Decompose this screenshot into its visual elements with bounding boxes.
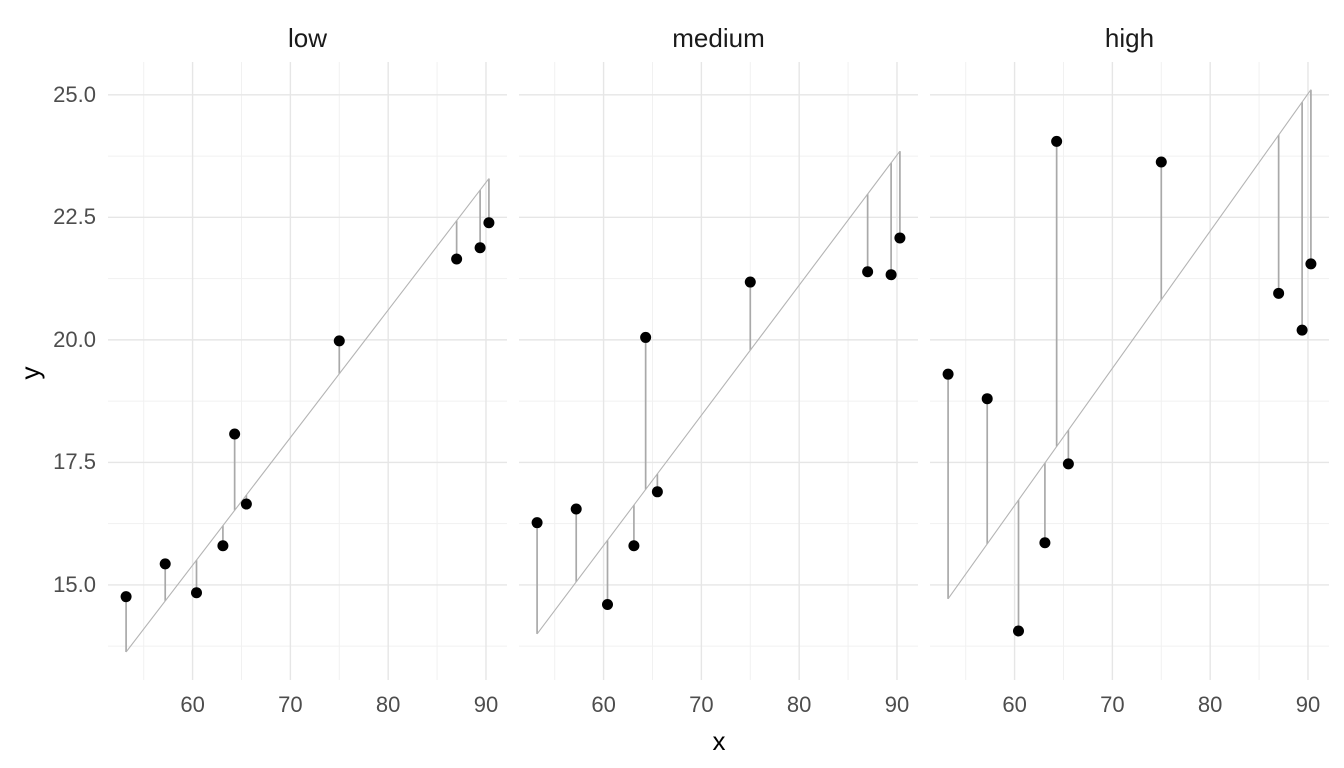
- data-point: [217, 540, 229, 552]
- data-point: [451, 253, 463, 265]
- x-tick-label-low-60: 60: [180, 692, 205, 717]
- x-tick-label-low-70: 70: [278, 692, 303, 717]
- data-point: [333, 335, 345, 347]
- data-point: [628, 540, 640, 552]
- x-tick-label-high-80: 80: [1197, 692, 1223, 717]
- data-point: [159, 558, 171, 570]
- data-point: [1013, 625, 1025, 637]
- data-point: [570, 503, 582, 515]
- x-tick-label-medium-80: 80: [786, 692, 812, 717]
- data-point: [942, 368, 954, 380]
- x-tick-label-medium-90: 90: [884, 692, 910, 717]
- x-tick-label-medium-70: 70: [689, 692, 714, 717]
- data-point: [1273, 287, 1285, 299]
- y-axis-title: y: [14, 366, 45, 380]
- fit-line: [536, 150, 901, 635]
- x-tick-label-high-60: 60: [1002, 692, 1027, 717]
- data-point: [602, 599, 614, 611]
- y-tick-label-17.5: 17.5: [53, 449, 96, 475]
- data-point: [531, 517, 543, 529]
- y-tick-label-20.0: 20.0: [53, 326, 96, 352]
- y-tick-label-15.0: 15.0: [53, 571, 96, 597]
- data-point: [1051, 135, 1063, 147]
- data-point: [120, 591, 132, 603]
- data-point: [483, 217, 495, 229]
- data-point: [1296, 324, 1308, 336]
- facet-strip-medium: medium: [672, 23, 765, 53]
- panel-plot-low: [108, 62, 507, 680]
- panel-plot-high: [930, 62, 1329, 680]
- fit-line: [947, 89, 1312, 600]
- data-point: [1155, 156, 1167, 168]
- data-point: [1039, 537, 1051, 549]
- x-tick-label-high-70: 70: [1100, 692, 1125, 717]
- data-point: [1305, 258, 1317, 270]
- data-point: [651, 486, 663, 498]
- data-point: [744, 276, 756, 288]
- data-point: [885, 269, 897, 281]
- y-tick-label-22.5: 22.5: [53, 204, 96, 230]
- y-tick-label-25.0: 25.0: [53, 81, 96, 107]
- data-point: [229, 428, 241, 440]
- data-point: [894, 232, 906, 244]
- x-tick-label-medium-60: 60: [591, 692, 616, 717]
- panel-plot-medium: [519, 62, 918, 680]
- x-tick-label-high-90: 90: [1295, 692, 1321, 717]
- x-tick-label-low-80: 80: [375, 692, 401, 717]
- data-point: [981, 393, 993, 405]
- data-point: [191, 587, 203, 599]
- facet-strip-high: high: [1104, 23, 1155, 53]
- data-point: [640, 331, 652, 343]
- data-point: [474, 242, 486, 254]
- fit-line: [125, 178, 490, 653]
- x-tick-label-low-90: 90: [473, 692, 499, 717]
- data-point: [862, 266, 874, 278]
- data-point: [240, 498, 252, 510]
- facet-strip-low: low: [287, 23, 327, 53]
- data-point: [1062, 458, 1074, 470]
- x-axis-title: x: [712, 726, 726, 756]
